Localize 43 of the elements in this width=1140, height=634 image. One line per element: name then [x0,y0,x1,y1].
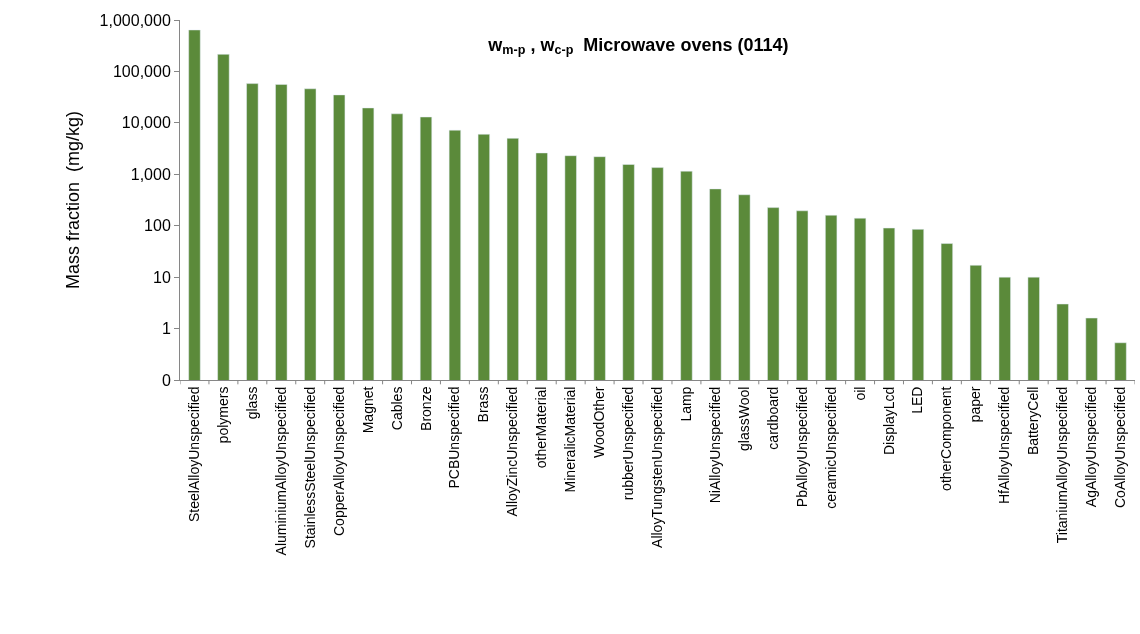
x-tick-label: CoAlloyUnspecified [1112,386,1129,509]
y-axis-title: Mass fraction (mg/kg) [62,110,83,290]
text: w$_{m-p}$ , w$_{c-p}$ Microwave ovens (0114) [487,34,789,58]
x-tick-label: ceramicUnspecified [822,386,839,509]
y-tick-label: 1,000 [130,165,171,183]
y-tick-label: 100 [144,217,171,235]
x-tick-label: Lamp [677,386,694,422]
x-tick-label: oil [851,386,868,401]
y-tick-label: 10,000 [121,114,171,132]
y-tick-label: 1 [161,320,171,338]
x-tick-label: AluminiumAlloyUnspecified [272,386,289,556]
x-tick-label: paper [967,386,984,423]
x-tick-label: polymers [214,386,231,444]
x-tick-label: PbAlloyUnspecified [793,386,810,508]
x-tick-label: Cables [388,386,405,431]
x-tick-label: glass [243,386,260,420]
y-tick-label: 100,000 [112,63,171,81]
x-tick-label: Brass [475,386,492,423]
x-tick-label: Magnet [359,386,376,434]
x-tick-label: HfAlloyUnspecified [996,386,1013,505]
x-tick-label: glassWool [735,386,752,451]
y-tick-label: 10 [153,268,171,286]
x-tick-label: MineralicMaterial [562,386,579,493]
x-tick-label: otherMaterial [533,386,550,469]
x-tick-label: StainlessSteelUnspecified [301,386,318,549]
x-tick-label: rubberUnspecified [620,386,637,501]
x-tick-label: PCBUnspecified [446,386,463,489]
x-tick-label: BatteryCell [1025,386,1042,456]
y-tick-label: 0 [161,371,171,389]
y-tick-label: 1,000,000 [99,11,171,29]
x-tick-label: AlloyTungstenUnspecified [649,386,666,548]
x-tick-label: LED [909,386,926,414]
x-tick-label: otherComponent [938,386,955,491]
x-tick-label: CopperAlloyUnspecified [330,386,347,537]
x-tick-label: cardboard [764,386,781,450]
x-tick-label: AlloyZincUnspecified [504,386,521,517]
x-tick-label: WoodOther [591,386,608,458]
x-tick-label: DisplayLcd [880,386,897,456]
x-tick-label: Bronze [417,386,434,431]
x-tick-label: AgAlloyUnspecified [1083,386,1100,508]
x-tick-label: NiAlloyUnspecified [706,386,723,504]
x-tick-label: SteelAlloyUnspecified [186,386,203,523]
x-tick-label: TitaniumAlloyUnspecified [1054,386,1071,544]
